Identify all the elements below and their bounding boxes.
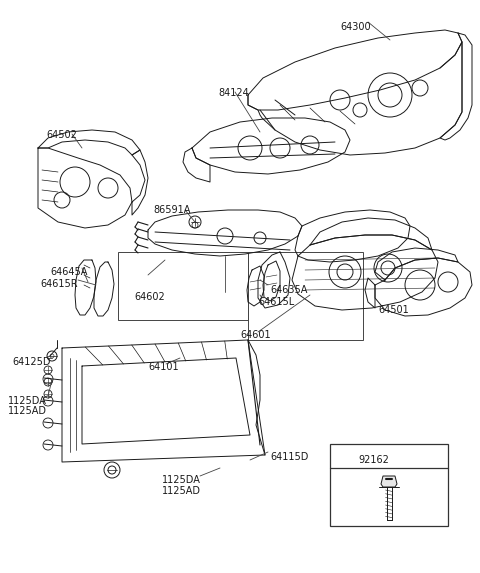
Text: 64615L: 64615L (258, 297, 294, 307)
Polygon shape (381, 476, 397, 487)
Text: 1125DA: 1125DA (162, 475, 201, 485)
Text: 64502: 64502 (46, 130, 77, 140)
Text: 84124: 84124 (218, 88, 249, 98)
Text: 64101: 64101 (148, 362, 179, 372)
Text: 64601: 64601 (240, 330, 271, 340)
Text: 64645A: 64645A (50, 267, 87, 277)
Bar (118, 252, 248, 320)
Text: 64635A: 64635A (270, 285, 307, 295)
Bar (330, 444, 448, 526)
Text: 64602: 64602 (134, 292, 165, 302)
Text: 92162: 92162 (358, 455, 389, 465)
Text: 64125D: 64125D (12, 357, 50, 367)
Text: 86591A: 86591A (153, 205, 191, 215)
Text: 64115D: 64115D (270, 452, 308, 462)
Text: 64501: 64501 (378, 305, 409, 315)
Text: 1125AD: 1125AD (162, 486, 201, 496)
Text: 64300: 64300 (340, 22, 371, 32)
Text: 1125DA: 1125DA (8, 396, 47, 406)
Bar (248, 252, 363, 340)
Text: 64615R: 64615R (40, 279, 78, 289)
Text: 1125AD: 1125AD (8, 406, 47, 416)
